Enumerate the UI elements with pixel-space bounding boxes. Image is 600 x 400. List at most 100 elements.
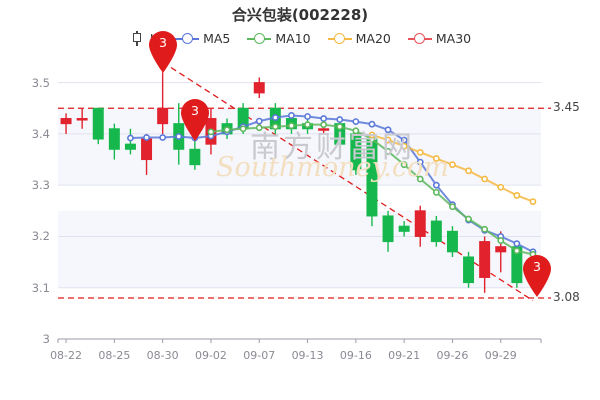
candle-body — [463, 256, 475, 284]
ma-point-ma5 — [400, 136, 408, 144]
ma-point-ma5 — [255, 117, 263, 125]
pin-icon — [149, 31, 177, 73]
x-axis-tick-label: 09-26 — [436, 349, 469, 362]
ma-point-ma5 — [432, 181, 440, 189]
ma-point-ma5 — [159, 134, 167, 141]
ma-point-ma5 — [513, 240, 521, 248]
candle-body — [479, 241, 491, 278]
ma-point-ma20 — [432, 155, 440, 162]
ma-point-ma10 — [304, 121, 311, 129]
legend-item-ma20[interactable]: MA20 — [327, 31, 391, 46]
ma-point-ma5 — [336, 116, 344, 123]
candle-body — [92, 107, 104, 140]
x-axis-tick-label: 09-13 — [291, 349, 324, 362]
ma-point-ma10 — [416, 175, 424, 183]
annotation-pin-label: 3 — [191, 103, 199, 118]
legend-label: MA10 — [275, 31, 311, 46]
ma-point-ma10 — [400, 161, 408, 169]
x-axis-tick-label: 09-02 — [194, 349, 227, 362]
x-axis-tick-label: 09-29 — [484, 349, 517, 362]
ma-point-ma5 — [143, 134, 150, 141]
annotation-pin-marker[interactable]: 3 — [177, 96, 213, 142]
ma-point-ma20 — [416, 148, 424, 156]
legend-line-marker-icon — [327, 33, 352, 44]
y-axis-tick-label: 3.2 — [31, 229, 50, 244]
ma-point-ma20 — [513, 192, 521, 199]
ma-point-ma20 — [400, 142, 408, 150]
y-axis-tick-label: 3.3 — [31, 178, 50, 193]
y-axis-tick-label: 3.5 — [31, 75, 50, 90]
ma-point-ma5 — [304, 113, 311, 120]
ma-point-ma10 — [239, 125, 247, 133]
y-axis-tick-label: 3.4 — [31, 126, 50, 141]
candle-body — [189, 148, 201, 166]
legend-item-ma10[interactable]: MA10 — [247, 31, 311, 46]
x-axis-tick-label: 08-25 — [98, 349, 131, 362]
y-axis-tick-label: 3 — [42, 332, 50, 346]
ma-point-ma10 — [271, 123, 279, 131]
legend-line-marker-icon — [407, 33, 432, 44]
ma-point-ma10 — [481, 225, 489, 233]
legend-line-marker-icon — [175, 33, 200, 44]
ma-point-ma5 — [175, 133, 183, 140]
ma-point-ma10 — [336, 123, 344, 131]
page-title: 合兴包装(002228) — [231, 6, 369, 24]
x-axis-tick-label: 08-22 — [50, 349, 83, 362]
candle-body — [495, 246, 507, 253]
ma-point-ma10 — [384, 147, 392, 155]
chart-legend: KMA5MA10MA20MA30 — [0, 31, 600, 46]
ma-point-ma20 — [497, 183, 505, 191]
candle-body — [414, 210, 426, 237]
ma-point-ma10 — [449, 203, 456, 211]
candle-body — [60, 118, 72, 125]
ma-point-ma10 — [255, 124, 263, 132]
legend-label: MA30 — [435, 31, 472, 46]
legend-label: MA5 — [203, 31, 231, 46]
ma-point-ma5 — [352, 118, 360, 126]
annotation-pin-marker[interactable]: 3 — [519, 252, 555, 298]
trend-line — [162, 61, 534, 302]
candle-body — [141, 138, 153, 161]
ma-point-ma20 — [384, 136, 392, 144]
x-axis-tick-label: 08-30 — [146, 349, 179, 362]
candle-body — [366, 138, 378, 217]
candle-body — [350, 133, 362, 171]
candle-body — [157, 107, 169, 125]
ma-point-ma5 — [384, 126, 392, 134]
ma-point-ma10 — [352, 127, 360, 135]
ma-point-ma20 — [449, 161, 456, 169]
ma-point-ma10 — [513, 247, 521, 255]
candle-body — [318, 128, 330, 131]
reference-line-label: 3.45 — [553, 100, 580, 115]
ma-point-ma5 — [271, 114, 279, 121]
candle-body — [446, 230, 458, 253]
pin-icon — [523, 255, 551, 297]
legend-item-ma5[interactable]: MA5 — [175, 31, 230, 46]
x-axis-tick-label: 09-21 — [388, 349, 421, 362]
reference-line-label: 3.08 — [553, 289, 580, 304]
ma-point-ma5 — [368, 120, 376, 128]
ma-point-ma20 — [465, 167, 472, 175]
candle-body — [253, 82, 265, 94]
candle-body — [382, 215, 394, 243]
ma-point-ma20 — [481, 175, 489, 183]
ma-point-ma10 — [288, 122, 295, 130]
ma-point-ma5 — [416, 158, 424, 166]
ma-point-ma20 — [368, 131, 376, 139]
candle-body — [108, 128, 120, 150]
legend-item-ma30[interactable]: MA30 — [407, 31, 472, 46]
candle-body — [124, 143, 136, 150]
plot-band-1 — [58, 210, 541, 288]
candlestick-icon — [129, 31, 146, 46]
pin-icon — [181, 99, 209, 141]
legend-label: MA20 — [355, 31, 391, 46]
annotation-pin-marker[interactable]: 3 — [145, 28, 181, 74]
legend-line-marker-icon — [247, 33, 272, 44]
ma-point-ma10 — [320, 121, 328, 129]
annotation-pin-label: 3 — [533, 259, 541, 274]
ma-point-ma5 — [127, 134, 134, 142]
ma-point-ma5 — [320, 115, 328, 122]
y-axis-tick-label: 3.1 — [31, 280, 50, 295]
ma-point-ma10 — [432, 188, 440, 196]
